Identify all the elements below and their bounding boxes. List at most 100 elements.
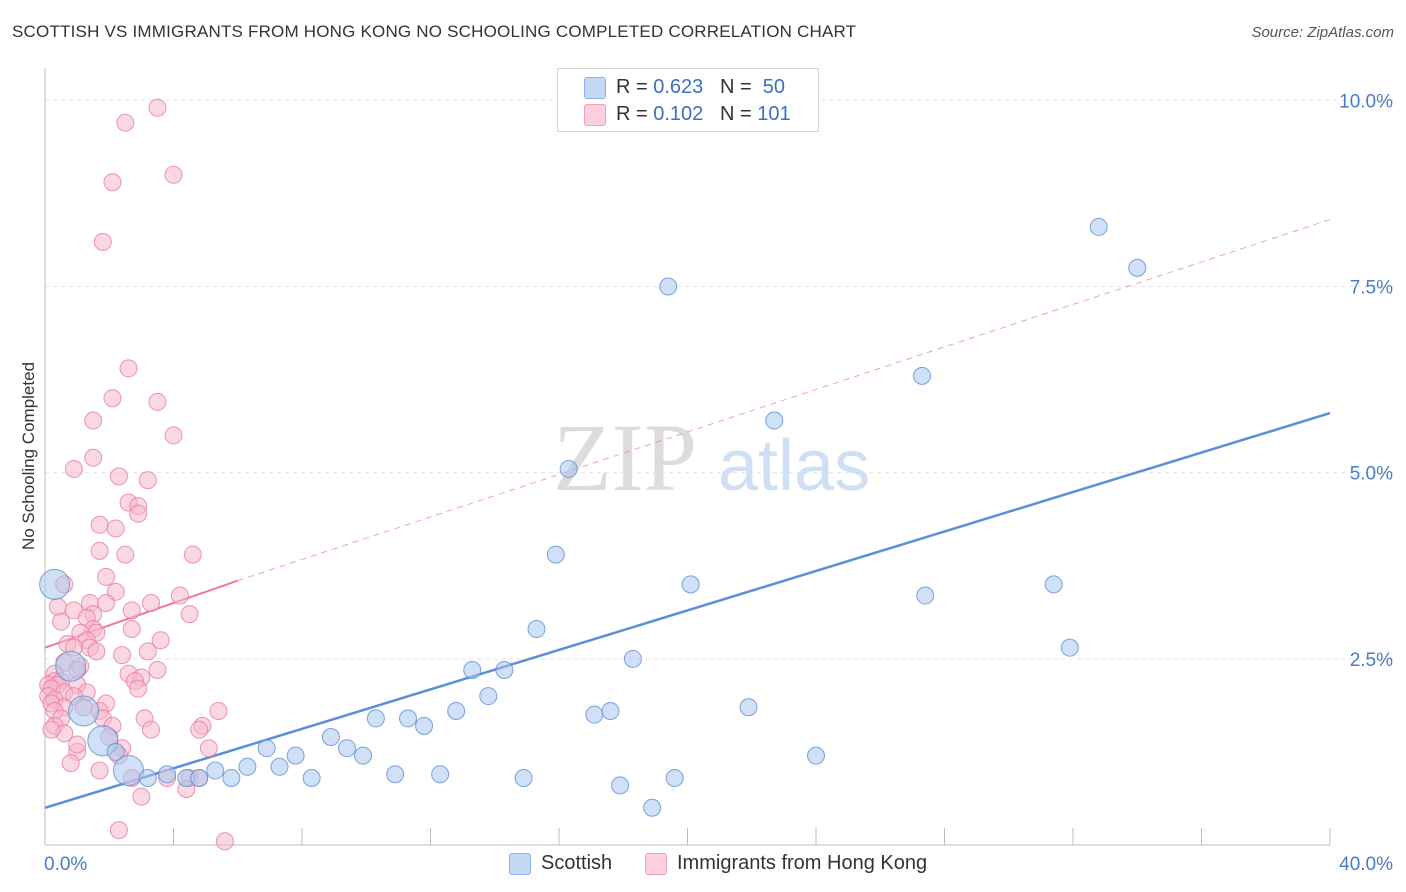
scottish-point[interactable] — [807, 746, 825, 765]
scottish-point[interactable] — [585, 705, 604, 724]
hong-kong-point[interactable] — [103, 389, 122, 408]
hong-kong-point[interactable] — [164, 426, 183, 445]
hong-kong-point[interactable] — [90, 515, 109, 534]
scottish-point[interactable] — [447, 701, 466, 720]
hong-kong-point[interactable] — [164, 165, 183, 184]
hong-kong-point[interactable] — [122, 601, 141, 620]
hong-kong-point[interactable] — [129, 679, 148, 698]
scottish-point[interactable] — [415, 716, 434, 735]
legend-n-label: N = — [719, 76, 752, 98]
hong-kong-point[interactable] — [84, 411, 103, 430]
hong-kong-point[interactable] — [119, 359, 138, 378]
hong-kong-point[interactable] — [84, 448, 103, 467]
hong-kong-point[interactable] — [148, 661, 167, 680]
scottish-point[interactable] — [643, 798, 662, 817]
scottish-point[interactable] — [68, 695, 100, 727]
hong-kong-point[interactable] — [109, 821, 128, 840]
hong-kong-point[interactable] — [215, 832, 234, 851]
hong-kong-point[interactable] — [116, 545, 135, 564]
hong-kong-point[interactable] — [109, 467, 128, 486]
hong-kong-point[interactable] — [142, 720, 161, 739]
trend-line — [44, 411, 1331, 809]
hong-kong-point[interactable] — [113, 646, 132, 665]
scottish-point[interactable] — [190, 768, 209, 787]
scottish-point[interactable] — [286, 746, 305, 765]
scottish-point[interactable] — [659, 277, 678, 296]
hong-kong-point[interactable] — [97, 567, 116, 586]
scottish-point[interactable] — [158, 765, 177, 784]
scottish-point[interactable] — [913, 366, 932, 385]
scottish-point[interactable] — [431, 765, 450, 784]
hong-kong-point[interactable] — [183, 545, 202, 564]
scottish-point[interactable] — [302, 768, 321, 787]
hong-kong-point[interactable] — [93, 232, 112, 251]
hong-kong-point[interactable] — [90, 761, 109, 780]
scottish-point[interactable] — [739, 698, 758, 717]
hong-kong-point[interactable] — [190, 720, 209, 739]
hong-kong-point[interactable] — [116, 113, 135, 132]
scottish-point[interactable] — [321, 728, 340, 747]
hong-kong-point[interactable] — [48, 597, 67, 616]
scottish-point[interactable] — [354, 746, 373, 765]
hong-kong-point[interactable] — [148, 98, 167, 117]
hong-kong-point[interactable] — [103, 173, 122, 192]
scottish-point[interactable] — [337, 739, 356, 758]
scottish-point[interactable] — [106, 742, 125, 761]
scottish-point[interactable] — [138, 768, 157, 787]
scottish-point[interactable] — [1128, 258, 1147, 277]
scottish-point[interactable] — [399, 709, 418, 728]
scottish-point[interactable] — [916, 586, 935, 605]
scottish-point[interactable] — [479, 687, 498, 706]
trend-lines — [44, 219, 1331, 809]
hong-kong-point[interactable] — [170, 586, 189, 605]
scottish-point[interactable] — [238, 757, 257, 776]
scottish-point[interactable] — [546, 545, 565, 564]
scottish-point[interactable] — [514, 768, 533, 787]
scottish-point[interactable] — [463, 661, 482, 680]
hong-kong-point[interactable] — [142, 593, 161, 612]
hong-kong-point[interactable] — [52, 612, 71, 631]
hong-kong-point[interactable] — [138, 471, 157, 490]
hong-kong-point[interactable] — [148, 392, 167, 411]
scottish-point[interactable] — [39, 568, 71, 600]
scottish-point[interactable] — [366, 709, 385, 728]
hong-kong-point[interactable] — [199, 739, 218, 758]
hong-kong-point[interactable] — [209, 701, 228, 720]
scottish-point[interactable] — [206, 761, 225, 780]
scottish-point[interactable] — [495, 661, 514, 680]
scottish-point[interactable] — [1044, 575, 1063, 594]
hong-kong-point[interactable] — [97, 593, 116, 612]
hong-kong-point[interactable] — [151, 631, 170, 650]
hong-kong-point[interactable] — [132, 787, 151, 806]
hong-kong-point[interactable] — [90, 541, 109, 560]
x-tick-label-max: 40.0% — [1339, 854, 1393, 875]
scottish-point[interactable] — [1089, 217, 1108, 236]
scottish-point[interactable] — [270, 757, 289, 776]
scottish-point[interactable] — [257, 739, 276, 758]
hong-kong-point[interactable] — [129, 504, 148, 523]
scottish-point[interactable] — [527, 620, 546, 639]
hong-kong-point[interactable] — [42, 720, 61, 739]
hong-kong-point[interactable] — [64, 459, 83, 478]
scottish-point[interactable] — [222, 768, 241, 787]
hong-kong-point[interactable] — [61, 754, 80, 773]
scottish-point[interactable] — [611, 776, 630, 795]
scottish-point[interactable] — [559, 459, 578, 478]
scottish-point[interactable] — [601, 701, 620, 720]
scottish-point[interactable] — [765, 411, 784, 430]
hong-kong-point[interactable] — [106, 519, 125, 538]
scottish-point[interactable] — [665, 768, 684, 787]
scottish-point[interactable] — [1060, 638, 1079, 657]
scottish-point[interactable] — [386, 765, 405, 784]
hong-kong-point[interactable] — [180, 605, 199, 624]
y-tick-label: 7.5% — [1350, 278, 1393, 299]
scottish-point[interactable] — [623, 649, 642, 668]
scottish-point[interactable] — [55, 650, 87, 682]
hong-kong-point[interactable] — [87, 642, 106, 661]
hong-kong-point[interactable] — [68, 735, 87, 754]
scottish-point[interactable] — [681, 575, 700, 594]
x-tick-label-min: 0.0% — [44, 854, 87, 875]
hong-kong-point[interactable] — [138, 642, 157, 661]
grid-lines — [45, 99, 1393, 660]
hong-kong-point[interactable] — [122, 620, 141, 639]
